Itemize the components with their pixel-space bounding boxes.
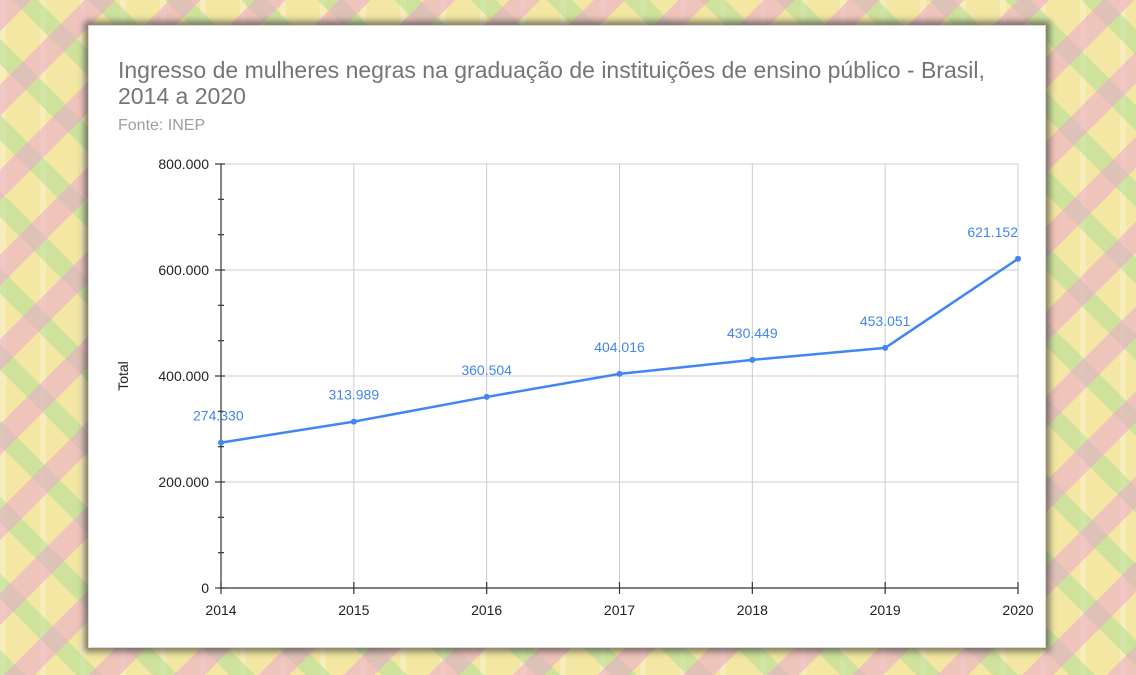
y-tick-label: 400.000 bbox=[158, 368, 209, 384]
data-label: 430.449 bbox=[727, 325, 778, 341]
data-label: 274.330 bbox=[193, 408, 244, 424]
data-point bbox=[749, 356, 756, 363]
x-tick-label: 2016 bbox=[471, 602, 502, 618]
x-tick-label: 2014 bbox=[205, 602, 236, 618]
data-label: 453.051 bbox=[860, 313, 911, 329]
chart-title: Ingresso de mulheres negras na graduação… bbox=[118, 57, 985, 109]
data-point bbox=[616, 370, 623, 377]
y-tick-label: 0 bbox=[201, 580, 209, 596]
data-point bbox=[1015, 255, 1021, 262]
x-tick-label: 2015 bbox=[338, 602, 369, 618]
x-tick-label: 2018 bbox=[737, 602, 768, 618]
data-label: 360.504 bbox=[461, 362, 512, 378]
data-point bbox=[350, 418, 357, 425]
y-tick-label: 200.000 bbox=[158, 474, 209, 490]
data-label: 621.152 bbox=[967, 224, 1018, 240]
chart-card: Ingresso de mulheres negras na graduação… bbox=[88, 25, 1046, 648]
data-point bbox=[882, 344, 889, 351]
y-axis-title: Total bbox=[115, 361, 131, 391]
x-tick-label: 2020 bbox=[1002, 602, 1033, 618]
y-tick-label: 800.000 bbox=[158, 156, 209, 172]
x-tick-label: 2017 bbox=[604, 602, 635, 618]
data-label: 404.016 bbox=[594, 339, 645, 355]
data-point bbox=[218, 439, 224, 446]
data-label: 313.989 bbox=[329, 387, 380, 403]
line-chart: 0 200.000 400.000 600.000 800.000 2014 2015 201… bbox=[115, 156, 1034, 618]
y-tick-label: 600.000 bbox=[158, 262, 209, 278]
data-point bbox=[483, 393, 490, 400]
chart-source: Fonte: INEP bbox=[118, 117, 206, 134]
x-tick-label: 2019 bbox=[870, 602, 901, 618]
